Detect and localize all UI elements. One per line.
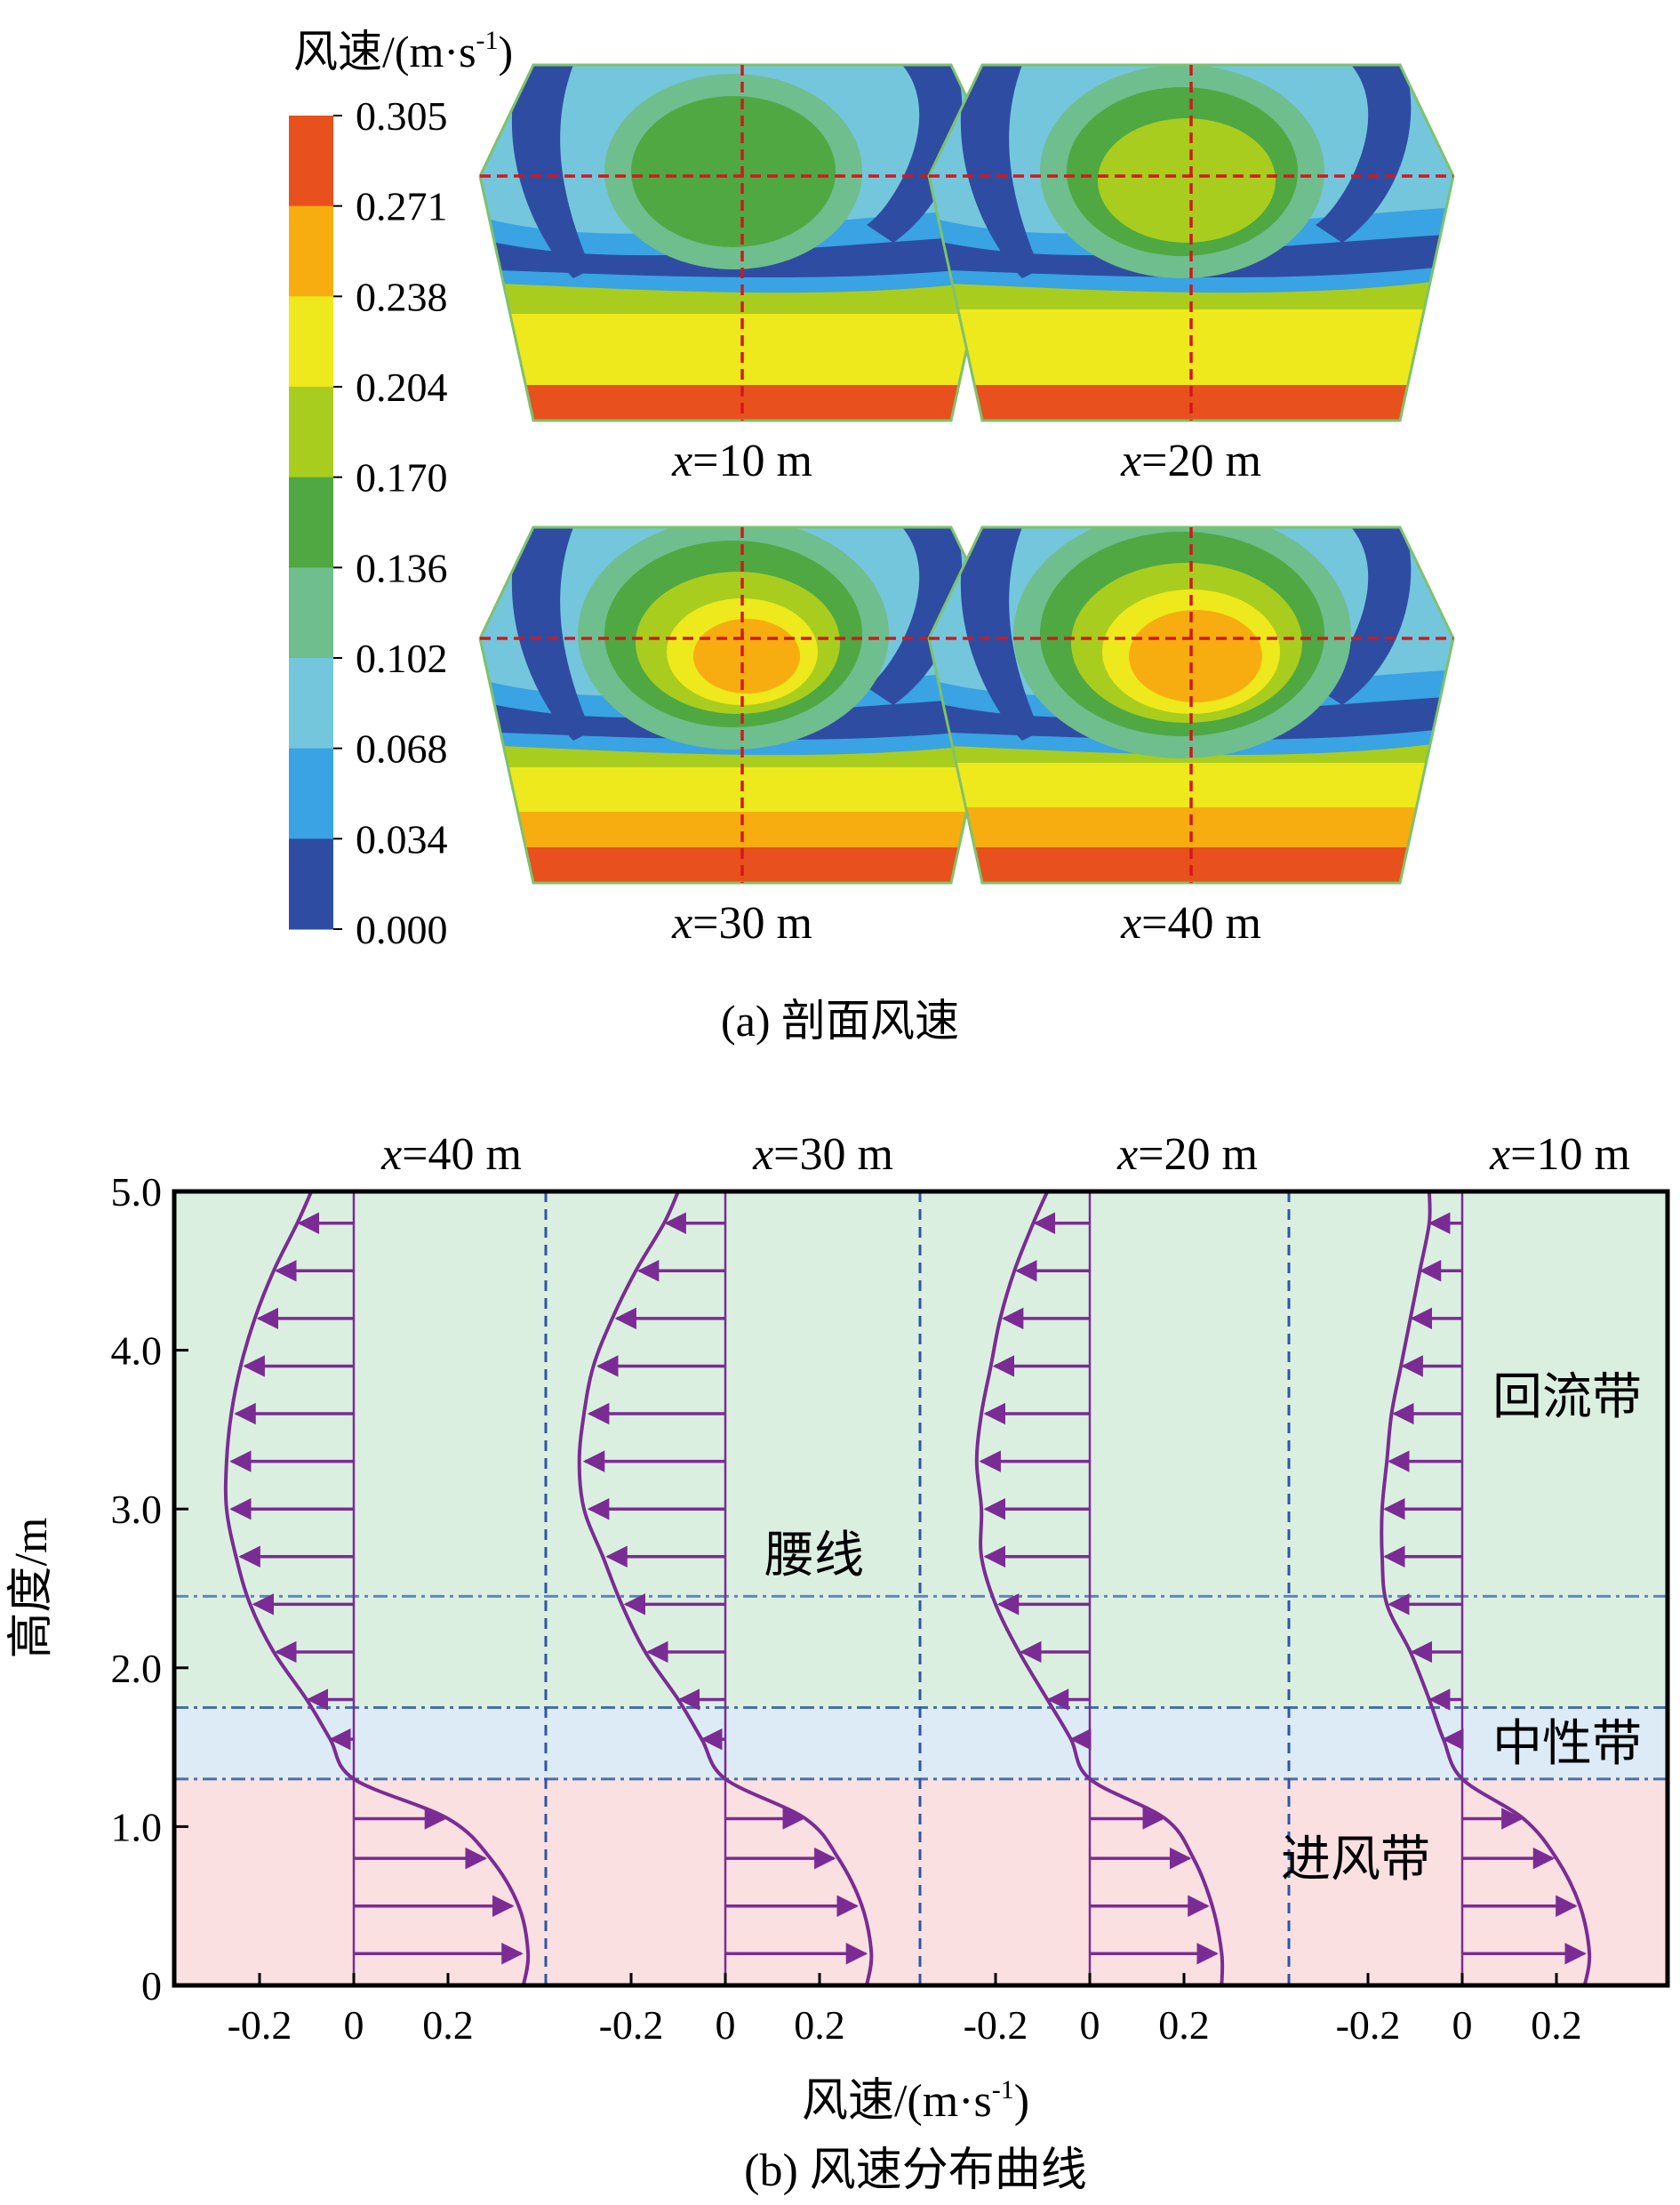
- y-tick-label: 3.0: [111, 1487, 163, 1532]
- colorbar-block: [289, 748, 333, 839]
- section-label: x=10 m: [671, 436, 812, 486]
- x-tick-label: 0.2: [1531, 2002, 1582, 2048]
- colorbar: 风速/(m·s-1) 0.305 0.271 0.238 0.204 0.170 0.13…: [289, 26, 513, 952]
- section-map: x=40 m: [927, 525, 1455, 949]
- profile-3: x=20 m: [974, 1129, 1258, 1986]
- colorbar-label: 0.102: [356, 636, 448, 681]
- contour-band: [511, 65, 591, 278]
- zone-label-neutral: 中性带: [1492, 1717, 1642, 1772]
- section-label: x=20 m: [1120, 436, 1261, 486]
- x-tick-label: -0.2: [1336, 2002, 1401, 2048]
- colorbar-label: 0.000: [356, 907, 448, 952]
- chart-axes: -0.2 0 0.2 -0.2 0 0.2 -0.2 0 0.2 -0.2 0 0.2 0 1.0 2.0 3…: [111, 1169, 1582, 2048]
- x-tick-label: 0: [1080, 2002, 1100, 2048]
- contour-band: [960, 65, 1040, 278]
- contour-band: [1129, 610, 1262, 702]
- colorbar-block: [289, 296, 333, 388]
- x-tick-label: -0.2: [599, 2002, 664, 2048]
- colorbar-block: [289, 567, 333, 659]
- zone-label-inflow: 进风带: [1281, 1832, 1430, 1888]
- x-tick-label: 0.2: [794, 2002, 845, 2048]
- colorbar-label: 0.204: [356, 365, 448, 410]
- zone-band: [174, 1778, 1668, 1985]
- y-tick-label: 5.0: [111, 1169, 163, 1215]
- colorbar-label: 0.170: [356, 455, 448, 501]
- y-tick-label: 1.0: [111, 1804, 163, 1849]
- contour-band: [1316, 65, 1412, 243]
- series-label: x=40 m: [380, 1129, 522, 1180]
- colorbar-block: [289, 116, 333, 207]
- contour-band: [1316, 527, 1412, 705]
- section-map: x=10 m: [478, 63, 1006, 486]
- colorbar-block: [289, 387, 333, 478]
- profile-curve: [974, 1191, 1225, 1986]
- contour-band: [867, 65, 963, 243]
- contour-band: [960, 527, 1040, 741]
- chart-guides: [174, 1191, 1668, 1985]
- zone-label-return: 回流带: [1492, 1370, 1642, 1425]
- section-map: x=30 m: [478, 525, 1006, 949]
- colorbar-label: 0.271: [356, 184, 448, 229]
- series-label: x=30 m: [752, 1129, 893, 1180]
- profile-4: x=10 m: [1380, 1129, 1630, 1986]
- colorbar-label: 0.068: [356, 726, 448, 772]
- x-tick-label: 0.2: [1158, 2002, 1210, 2048]
- profile-chart: x=40 m x=30 m x=20 m x=10 m -0.2 0 0.2 -0.2 0 0.…: [6, 1129, 1670, 2196]
- colorbar-label: 0.238: [356, 274, 448, 319]
- contour-band: [693, 619, 800, 694]
- colorbar-title: 风速/(m·s-1): [293, 26, 513, 76]
- x-axis-label: 风速/(m·s-1): [802, 2075, 1029, 2127]
- y-axis-label: 高度/m: [6, 1518, 57, 1659]
- y-tick-label: 4.0: [111, 1328, 163, 1374]
- series-label: x=20 m: [1116, 1129, 1258, 1180]
- colorbar-label: 0.305: [356, 93, 448, 139]
- x-tick-label: 0: [1452, 2002, 1473, 2048]
- colorbar-label: 0.136: [356, 545, 448, 590]
- section-label: x=40 m: [1120, 898, 1261, 949]
- colorbar-block: [289, 838, 333, 930]
- contour-band: [867, 527, 963, 705]
- y-tick-label: 2.0: [111, 1646, 163, 1691]
- profile-2: x=30 m: [577, 1129, 893, 1986]
- section-label: x=30 m: [671, 898, 812, 949]
- profile-1: x=40 m: [223, 1129, 531, 1986]
- plot-frame: [172, 1189, 1670, 1988]
- y-tick-label: 0: [141, 1963, 162, 2009]
- contour-band: [662, 127, 813, 234]
- contour-band: [511, 527, 591, 741]
- caption-b: (b) 风速分布曲线: [744, 2145, 1087, 2196]
- section-maps: x=10 m x=20 m x=30 m x=40 m: [478, 63, 1455, 949]
- colorbar-block: [289, 205, 333, 297]
- x-tick-label: -0.2: [228, 2002, 292, 2048]
- section-map: x=20 m: [927, 63, 1455, 486]
- colorbar-block: [289, 658, 333, 750]
- x-tick-label: 0: [344, 2002, 364, 2048]
- waist-label: 腰线: [764, 1528, 864, 1584]
- colorbar-blocks: [289, 116, 333, 930]
- caption-a: (a) 剖面风速: [721, 996, 959, 1046]
- x-tick-label: 0: [716, 2002, 736, 2048]
- series-label: x=10 m: [1489, 1129, 1630, 1180]
- colorbar-labels: 0.305 0.271 0.238 0.204 0.170 0.136 0.102 0.068…: [333, 93, 448, 952]
- colorbar-label: 0.034: [356, 816, 448, 862]
- x-tick-label: -0.2: [964, 2002, 1028, 2048]
- profile-series: x=40 m x=30 m x=20 m x=10 m: [223, 1129, 1630, 1986]
- x-tick-label: 0.2: [422, 2002, 474, 2048]
- colorbar-block: [289, 477, 333, 568]
- contour-band: [1098, 118, 1276, 243]
